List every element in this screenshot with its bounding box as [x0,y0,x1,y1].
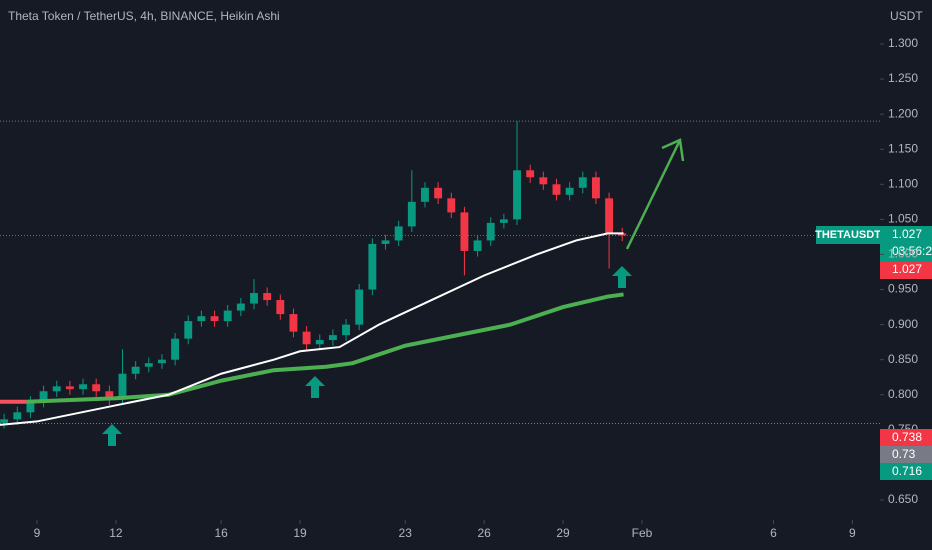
candle-body [434,187,443,199]
y-tick-label: 0.850 [888,352,918,366]
y-tick-label: 0.950 [888,282,918,296]
candle-body [157,359,166,364]
candle-body [473,240,482,251]
symbol-box [816,226,880,244]
candle-body [342,324,351,336]
candle-body [65,386,74,390]
y-tick-label: 1.000 [888,247,918,261]
price-label: 0.738 [892,430,922,444]
candle-body [210,316,219,322]
moving-average [0,232,624,426]
y-axis-label: USDT [890,9,923,23]
candle-body [144,363,153,367]
candle-body [394,226,403,241]
candle-body [26,401,35,413]
candle-body [184,321,193,339]
y-tick-label: 1.200 [888,106,918,120]
symbol-label: THETAUSDT [815,229,881,241]
candle-body [381,240,390,244]
candle-body [92,384,101,392]
x-tick-label: 16 [214,526,228,540]
up-arrow [612,266,632,288]
annotations [102,266,632,446]
candle-body [460,212,469,251]
candle-body [105,391,114,399]
candle-body [591,177,600,199]
price-label-box [880,429,932,446]
arrow-line [625,139,682,250]
y-tick-label: 0.800 [888,387,918,401]
candle-body [13,412,22,420]
candle-body [39,391,48,402]
y-tick-label: 1.150 [888,141,918,155]
x-tick-label: 29 [556,526,570,540]
candle-body [421,187,429,202]
candle-body [79,384,87,390]
candle-body [197,316,206,322]
candle-body [618,233,627,236]
x-tick-label: 26 [477,526,491,540]
candle-body [355,289,364,325]
countdown: 03:56:23 [892,244,932,258]
price-label: 0.73 [892,447,916,461]
price-label-box [880,463,932,480]
candle-body [486,222,495,241]
y-tick-label: 1.100 [888,176,918,190]
y-tick-label: 0.650 [888,492,918,506]
candle-body [263,293,272,301]
candle-body [526,170,535,178]
candle-body [52,386,61,392]
last-price-2: 1.027 [892,262,922,276]
candle-body [315,340,324,345]
x-tick-label: 9 [34,526,41,540]
x-tick-label: 6 [770,526,777,540]
trend-arrow [625,138,685,250]
arrow-head [661,138,685,162]
candle-body [513,170,521,220]
y-tick-label: 1.300 [888,36,918,50]
last-price: 1.027 [892,227,922,241]
candle-body [250,293,258,304]
candle-body [289,314,298,332]
candle-body [236,303,245,311]
x-tick-label: 9 [849,526,856,540]
candle-body [499,219,508,223]
chart-title: Theta Token / TetherUS, 4h, BINANCE, Hei… [8,9,280,23]
candle-body [605,198,614,234]
candle-body [565,187,574,195]
candle-body [131,366,140,374]
candle-body [276,300,285,315]
candle-body [0,419,9,423]
candle-body [447,198,456,213]
candle-body [368,243,377,290]
candle-body [552,184,561,195]
candle-body [539,177,548,185]
candle-body [328,335,337,341]
up-arrow [305,376,325,398]
y-tick-label: 1.050 [888,212,918,226]
candle-body [118,373,127,399]
x-tick-label: Feb [632,526,653,540]
up-arrow [102,424,122,446]
x-tick-label: 23 [399,526,413,540]
candle-body [223,310,232,322]
candle-body [578,177,587,188]
price-label: 0.716 [892,464,922,478]
candle-body [302,331,311,345]
x-tick-label: 19 [293,526,307,540]
candle-body [407,201,416,227]
plot [0,120,880,429]
candle-body [171,338,180,360]
price-box [880,262,932,279]
x-tick-label: 12 [109,526,123,540]
price-box [880,226,932,262]
price-label-box [880,446,932,463]
y-tick-label: 0.900 [888,317,918,331]
y-tick-label: 1.250 [888,71,918,85]
